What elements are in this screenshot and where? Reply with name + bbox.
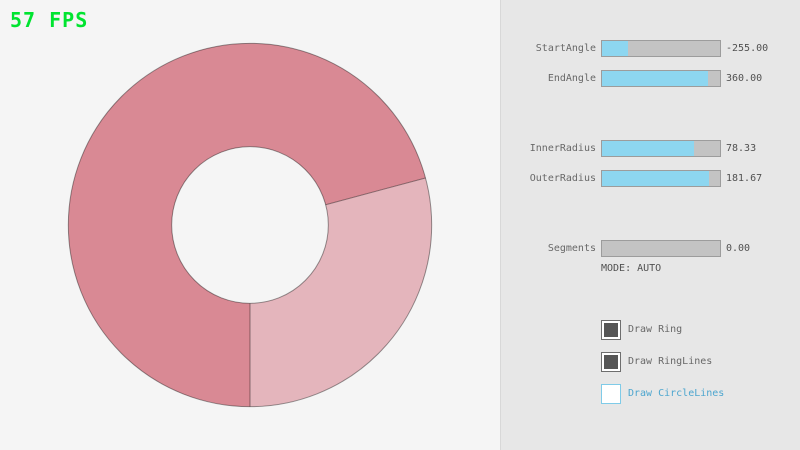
- innerradius-value: 78.33: [726, 143, 757, 154]
- endangle-label: EndAngle: [547, 73, 596, 84]
- draw-circlelines-label: Draw CircleLines: [628, 388, 725, 399]
- slider-row-outerradius: OuterRadius 181.67: [501, 170, 800, 187]
- segments-mode-text: MODE: AUTO: [601, 263, 662, 274]
- startangle-slider-fill: [602, 41, 628, 56]
- draw-ring-label: Draw Ring: [628, 324, 683, 335]
- ring-edge-line-right: [325, 177, 426, 206]
- endangle-slider-fill: [602, 71, 709, 86]
- startangle-slider[interactable]: [601, 40, 721, 57]
- segments-label: Segments: [547, 243, 596, 254]
- endangle-slider[interactable]: [601, 70, 721, 87]
- slider-row-endangle: EndAngle 360.00: [501, 70, 800, 87]
- draw-ringlines-checkbox-row[interactable]: Draw RingLines: [601, 352, 800, 372]
- draw-circlelines-checkbox-row[interactable]: Draw CircleLines: [601, 384, 800, 404]
- startangle-label: StartAngle: [535, 43, 596, 54]
- ring-chart: [67, 42, 433, 408]
- innerradius-slider[interactable]: [601, 140, 721, 157]
- slider-row-segments: Segments 0.00: [501, 240, 800, 257]
- innerradius-slider-fill: [602, 141, 695, 156]
- segments-slider[interactable]: [601, 240, 721, 257]
- fps-counter: 57 FPS: [10, 8, 89, 32]
- outerradius-slider-fill: [602, 171, 710, 186]
- endangle-value: 360.00: [726, 73, 763, 84]
- ring-sector-major: [68, 43, 426, 407]
- outerradius-label: OuterRadius: [529, 173, 596, 184]
- draw-ring-checkbox[interactable]: [601, 320, 621, 340]
- outerradius-value: 181.67: [726, 173, 763, 184]
- slider-row-startangle: StartAngle -255.00: [501, 40, 800, 57]
- startangle-value: -255.00: [726, 43, 769, 54]
- draw-circlelines-checkbox[interactable]: [601, 384, 621, 404]
- innerradius-label: InnerRadius: [529, 143, 596, 154]
- controls-panel: StartAngle -255.00 EndAngle 360.00 Inner…: [500, 0, 800, 450]
- slider-row-innerradius: InnerRadius 78.33: [501, 140, 800, 157]
- ring-sector-minor: [250, 177, 432, 407]
- segments-value: 0.00: [726, 243, 751, 254]
- draw-ringlines-label: Draw RingLines: [628, 356, 713, 367]
- draw-ring-checkbox-row[interactable]: Draw Ring: [601, 320, 800, 340]
- outerradius-slider[interactable]: [601, 170, 721, 187]
- inner-ring-line: [171, 146, 329, 304]
- outer-ring-line: [67, 42, 433, 408]
- draw-ringlines-checkbox[interactable]: [601, 352, 621, 372]
